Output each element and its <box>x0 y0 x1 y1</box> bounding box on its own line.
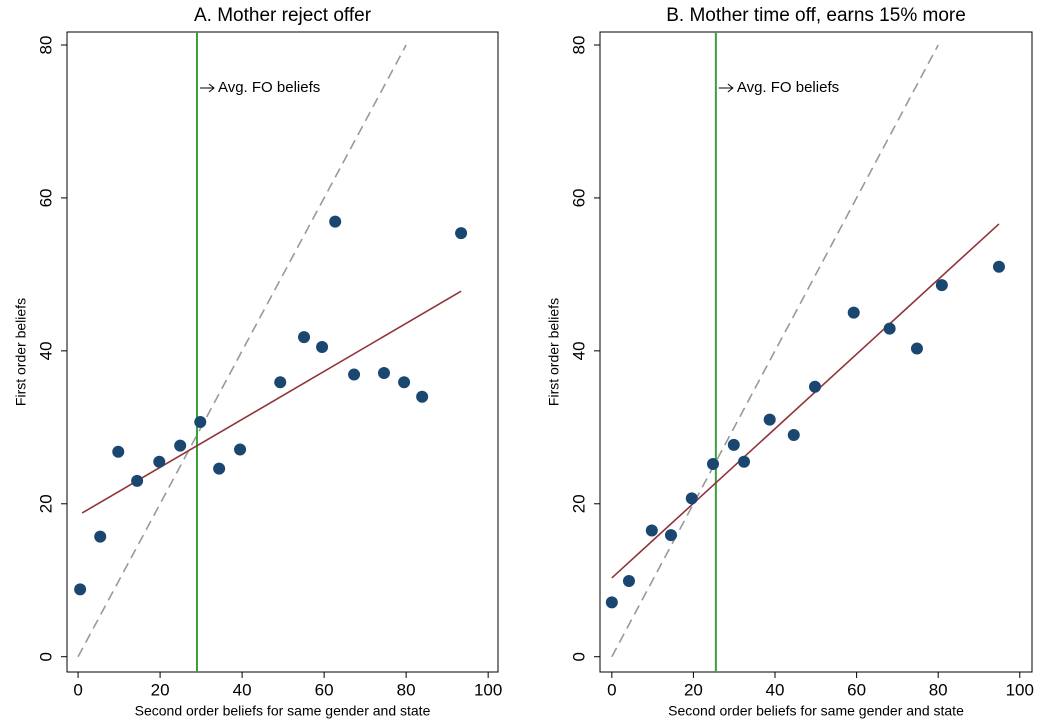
point <box>763 413 776 426</box>
annotation-arrowhead <box>727 83 734 93</box>
x-axis-label: Second order beliefs for same gender and… <box>135 703 431 719</box>
point <box>74 583 87 596</box>
reference-line <box>77 44 407 658</box>
y-tick-label: 0 <box>569 652 588 661</box>
point <box>787 428 800 441</box>
annotation: Avg. FO beliefs <box>737 79 839 96</box>
x-tick-label: 80 <box>929 680 948 699</box>
point <box>727 438 740 451</box>
point <box>398 376 411 389</box>
point <box>131 474 144 487</box>
point <box>847 306 860 319</box>
point <box>622 575 635 588</box>
point <box>883 322 896 335</box>
point <box>174 439 187 452</box>
point <box>112 445 125 458</box>
point <box>377 367 390 380</box>
x-axis-label: Second order beliefs for same gender and… <box>668 703 964 719</box>
point <box>416 390 429 403</box>
point <box>274 376 287 389</box>
point <box>808 380 821 393</box>
point <box>348 368 361 381</box>
x-tick-label: 80 <box>397 680 416 699</box>
point <box>738 455 750 468</box>
y-tick-label: 20 <box>569 494 588 513</box>
chart: A. Mother reject offer 0 20 40 60 80 100 0 20 40 6… <box>13 5 503 719</box>
point <box>605 596 618 609</box>
fit-line <box>81 290 462 514</box>
x-tick-label: 0 <box>607 680 616 699</box>
x-tick-label: 20 <box>684 680 703 699</box>
point <box>992 260 1005 273</box>
x-tick-label: 20 <box>151 680 170 699</box>
chart: B. Mother time off, earns 15% more 0 20 40 6… <box>546 5 1034 719</box>
y-tick-label: 80 <box>569 36 588 55</box>
y-tick-label: 40 <box>36 341 55 360</box>
chart-title: B. Mother time off, earns 15% more <box>666 5 966 26</box>
y-tick-label: 60 <box>569 188 588 207</box>
point <box>685 492 698 505</box>
point <box>213 462 226 475</box>
y-tick-label: 20 <box>36 494 55 513</box>
y-tick-label: 40 <box>569 341 588 360</box>
point <box>153 455 166 468</box>
point <box>194 415 207 428</box>
point <box>455 227 468 240</box>
point <box>935 279 948 292</box>
x-tick-label: 40 <box>233 680 252 699</box>
y-tick-label: 80 <box>36 36 55 55</box>
point <box>664 529 677 542</box>
point <box>329 215 342 228</box>
y-tick-label: 60 <box>36 188 55 207</box>
y-axis-label: First order beliefs <box>546 298 562 406</box>
point <box>910 342 923 355</box>
annotation: Avg. FO beliefs <box>218 79 320 96</box>
point <box>298 331 311 344</box>
x-tick-label: 40 <box>766 680 785 699</box>
x-tick-label: 60 <box>847 680 866 699</box>
point <box>645 524 658 537</box>
x-tick-label: 60 <box>315 680 334 699</box>
chart-title: A. Mother reject offer <box>194 5 372 26</box>
point <box>94 530 107 543</box>
point <box>706 458 719 471</box>
x-tick-label: 0 <box>73 680 82 699</box>
plot-frame <box>66 31 499 673</box>
x-tick-label: 100 <box>474 680 502 699</box>
y-axis-label: First order beliefs <box>13 298 29 406</box>
point <box>316 341 329 354</box>
plot-frame <box>599 31 1033 673</box>
reference-line <box>611 44 939 658</box>
point <box>234 443 247 456</box>
x-tick-label: 100 <box>1006 680 1034 699</box>
annotation-arrowhead <box>208 83 215 93</box>
y-tick-label: 0 <box>36 652 55 661</box>
fit-line <box>611 223 1000 579</box>
